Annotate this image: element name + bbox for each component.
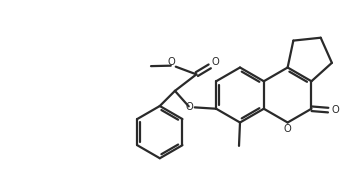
Text: O: O: [211, 57, 219, 67]
Text: O: O: [186, 102, 194, 112]
Text: O: O: [284, 124, 291, 134]
Text: O: O: [331, 105, 339, 115]
Text: O: O: [168, 57, 176, 67]
